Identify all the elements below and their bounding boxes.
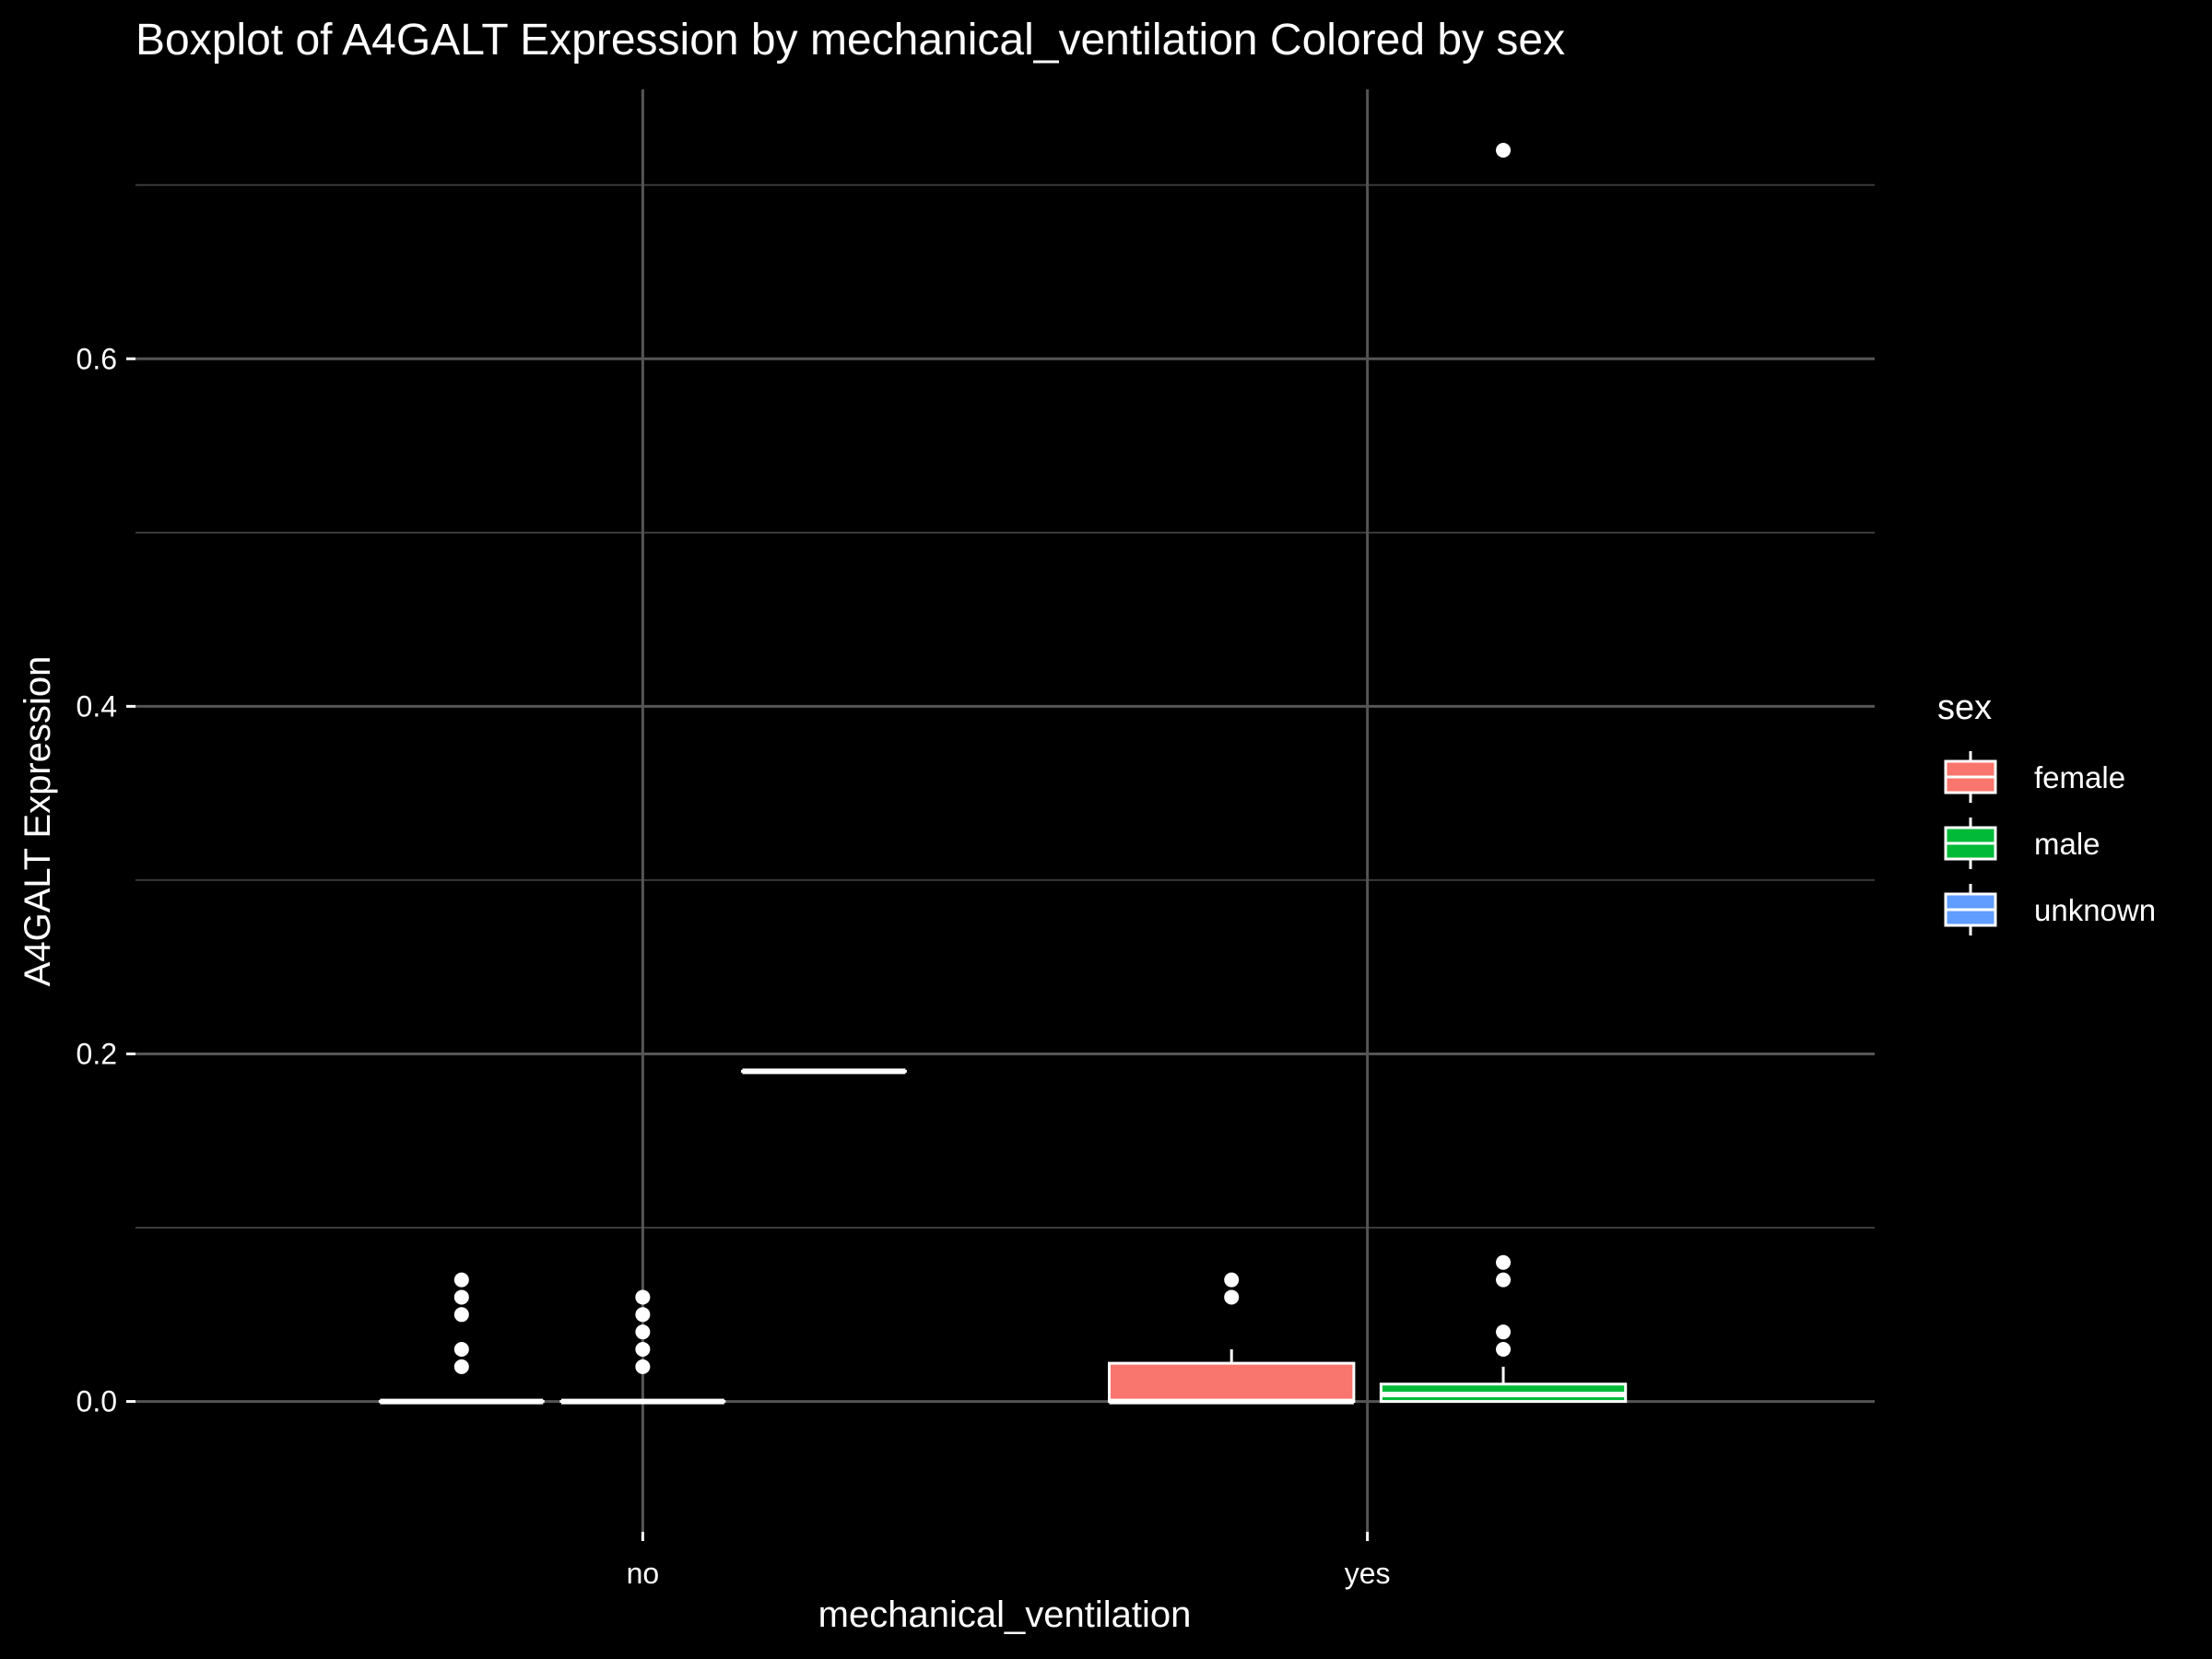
y-axis-title: A4GALT Expression — [18, 656, 58, 987]
x-tick-label: yes — [1345, 1557, 1391, 1590]
outlier-point — [453, 1342, 469, 1358]
outlier-point — [1224, 1289, 1240, 1305]
outlier-point — [1496, 1254, 1512, 1270]
legend-label: unknown — [2034, 893, 2156, 927]
box-no-female — [378, 1272, 545, 1405]
outlier-point — [1224, 1272, 1240, 1288]
x-axis-title: mechanical_ventilation — [818, 1594, 1192, 1635]
outlier-point — [635, 1289, 651, 1305]
legend-label: female — [2034, 760, 2125, 794]
outlier-point — [1496, 1272, 1512, 1288]
y-tick-label: 0.0 — [76, 1385, 117, 1418]
outlier-point — [1496, 1342, 1512, 1358]
outlier-point — [453, 1289, 469, 1305]
chart-title: Boxplot of A4GALT Expression by mechanic… — [135, 16, 1565, 65]
box-iqr — [1108, 1361, 1356, 1404]
outlier-point — [1496, 1324, 1512, 1340]
y-tick-label: 0.6 — [76, 342, 117, 375]
outlier-point — [635, 1342, 651, 1358]
outlier-point — [635, 1307, 651, 1323]
x-tick-label: no — [627, 1557, 660, 1590]
legend-title: sex — [1937, 688, 1992, 727]
legend-item-male: male — [1944, 818, 2100, 869]
box-yes-male — [1379, 142, 1628, 1404]
box-yes-female — [1108, 1272, 1356, 1405]
y-tick-label: 0.2 — [76, 1037, 117, 1070]
legend-item-female: female — [1944, 751, 2125, 803]
outlier-point — [1496, 142, 1512, 158]
outlier-point — [635, 1324, 651, 1340]
plot-boxes — [378, 142, 1628, 1405]
axis-ticks: 0.0 0.2 0.4 0.6 no yes — [76, 342, 1391, 1590]
box-no-male — [559, 1289, 726, 1405]
legend-label: male — [2034, 827, 2100, 861]
legend-item-unknown: unknown — [1944, 884, 2156, 935]
outlier-point — [453, 1272, 469, 1288]
outlier-point — [453, 1359, 469, 1374]
grid-lines — [135, 89, 1875, 1532]
y-tick-label: 0.4 — [76, 689, 117, 723]
outlier-point — [453, 1307, 469, 1323]
outlier-point — [635, 1359, 651, 1374]
legend: sex female male unknown — [1937, 688, 2156, 935]
